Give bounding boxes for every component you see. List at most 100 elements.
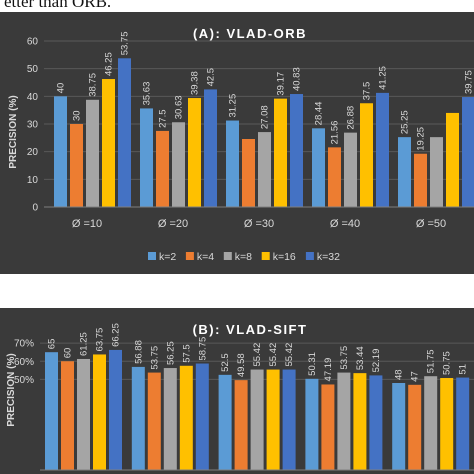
orb-category-label: Ø =40: [330, 218, 360, 230]
orb-ytick-label: 20: [27, 147, 39, 158]
orb-legend-label: k=4: [197, 251, 214, 263]
chart-vlad-sift: (B): VLAD-SIFT PRECISION (%)50% 60% 70% 65 56…: [6, 322, 474, 471]
orb-bar: [360, 103, 373, 207]
sift-bar: [305, 378, 319, 470]
orb-legend-swatch: [148, 252, 156, 260]
sift-data-label: 63.75: [95, 328, 106, 352]
orb-bar: [86, 99, 99, 207]
sift-title: (B): VLAD-SIFT: [193, 322, 308, 337]
chart-vlad-orb: (A): VLAD-ORB PRECISION (%) 0 10 20 30 40 50 60 4…: [8, 26, 474, 263]
orb-data-label: 42.5: [206, 68, 217, 87]
sift-data-label: 50.31: [307, 352, 318, 376]
sift-data-label: 47.19: [323, 358, 334, 382]
caption-text: etter than ORB.: [4, 0, 112, 11]
orb-category-label: Ø =20: [158, 218, 188, 230]
chart-panel-vlad-orb: (A): VLAD-ORB PRECISION (%) 0 10 20 30 40 50 60 4…: [0, 12, 474, 274]
sift-data-label: 55.42: [284, 343, 295, 367]
orb-data-label: 30.63: [174, 95, 185, 119]
orb-bar: [188, 98, 201, 207]
sift-bar: [234, 380, 248, 470]
orb-data-label: 40.83: [292, 67, 303, 91]
orb-data-label: 38.75: [88, 73, 99, 97]
sift-data-label: 52.5: [220, 353, 231, 372]
orb-legend-label: k=16: [273, 251, 296, 263]
orb-data-label: 21.56: [330, 121, 341, 145]
orb-title: (A): VLAD-ORB: [193, 26, 307, 41]
orb-bar: [462, 97, 474, 207]
orb-ytick-label: 40: [27, 92, 39, 103]
orb-category-label: Ø =10: [72, 218, 102, 230]
orb-data-label: 39.38: [190, 71, 201, 95]
orb-bar: [118, 58, 131, 207]
orb-bar: [376, 92, 389, 207]
sift-data-label: 58.75: [197, 337, 208, 361]
sift-bar: [93, 354, 106, 470]
orb-data-label: 35.63: [142, 82, 153, 106]
sift-data-label: 53.44: [355, 346, 366, 370]
orb-data-label: 19.25: [416, 127, 427, 151]
sift-bar: [179, 365, 193, 470]
orb-bar: [430, 137, 443, 207]
orb-bar: [398, 137, 411, 207]
sift-data-label: 51.75: [426, 349, 437, 373]
orb-data-label: 25.25: [400, 110, 411, 134]
orb-data-label: 53.75: [120, 32, 131, 56]
orb-data-label: 39.75: [464, 70, 474, 94]
orb-data-label: 28.44: [314, 102, 325, 126]
sift-ylabel: PRECISION (%): [6, 353, 17, 426]
orb-bar: [156, 130, 169, 207]
orb-bar: [414, 153, 427, 207]
orb-bar: [204, 89, 217, 207]
sift-bar: [282, 369, 296, 470]
orb-legend-label: k=8: [235, 251, 252, 263]
sift-bar: [77, 358, 90, 470]
orb-bar: [242, 138, 255, 207]
orb-ytick-label: 50: [27, 64, 39, 75]
orb-data-label: 30: [72, 110, 83, 121]
sift-bar: [109, 349, 122, 470]
sift-data-label: 55.42: [252, 343, 263, 367]
sift-bar: [353, 373, 367, 470]
orb-bar: [274, 98, 287, 207]
sift-bar: [131, 366, 145, 470]
sift-data-label: 53.75: [339, 346, 350, 370]
sift-data-label: 61.25: [79, 332, 90, 356]
orb-legend-label: k=2: [159, 251, 176, 263]
chart-panel-vlad-sift: (B): VLAD-SIFT PRECISION (%) 50% 60% 70% 65 56…: [0, 308, 474, 474]
orb-data-label: 37.5: [362, 82, 373, 101]
orb-category-label: Ø =30: [244, 218, 274, 230]
sift-bar: [321, 384, 335, 470]
sift-ytick-label: 50%: [14, 375, 34, 386]
orb-bar: [258, 132, 271, 207]
sift-data-label: 56.25: [165, 341, 176, 365]
sift-bar: [408, 384, 422, 470]
orb-data-label: 26.88: [346, 106, 357, 130]
orb-bar: [446, 112, 459, 207]
orb-category-label: Ø =50: [416, 218, 446, 230]
orb-legend-label: k=32: [317, 251, 340, 263]
orb-legend-swatch: [223, 252, 232, 260]
orb-bar: [328, 147, 341, 207]
orb-bar: [102, 79, 115, 207]
orb-ytick-label: 0: [32, 203, 38, 214]
sift-bar: [392, 383, 406, 470]
sift-data-label: 49.58: [236, 353, 247, 377]
sift-ytick-label: 70%: [14, 339, 34, 350]
sift-bar: [250, 369, 264, 470]
sift-bar: [218, 374, 232, 470]
orb-ylabel: PRECISION (%): [8, 95, 19, 168]
orb-bar: [312, 128, 325, 207]
sift-data-label: 52.19: [371, 349, 382, 373]
orb-bar: [140, 108, 153, 207]
orb-legend-swatch: [261, 252, 270, 260]
sift-data-label: 66.25: [111, 323, 122, 347]
sift-bar: [163, 368, 177, 470]
sift-data-label: 60: [63, 348, 74, 359]
sift-bar: [456, 377, 470, 470]
sift-bar: [440, 378, 454, 470]
orb-data-label: 27.5: [158, 109, 169, 128]
sift-data-label: 47: [410, 371, 421, 382]
orb-ytick-label: 30: [27, 120, 39, 131]
sift-data-label: 65: [47, 339, 58, 350]
sift-data-label: 55.42: [268, 343, 279, 367]
